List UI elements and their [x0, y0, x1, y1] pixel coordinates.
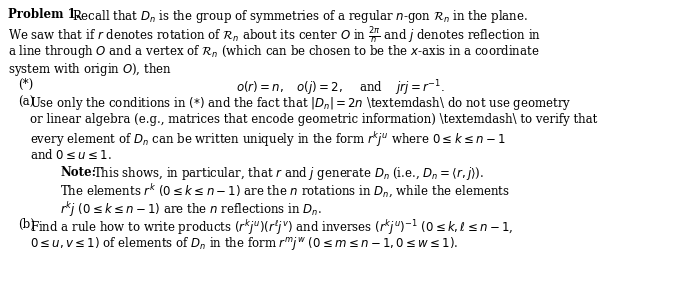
- Text: and $0 \leq u \leq 1$.: and $0 \leq u \leq 1$.: [30, 148, 112, 162]
- Text: $o(r) = n,\quad o(j) = 2,\quad$ and $\quad jrj = r^{-1}.$: $o(r) = n,\quad o(j) = 2,\quad$ and $\qu…: [236, 78, 445, 98]
- Text: Note:: Note:: [60, 166, 96, 179]
- Text: We saw that if $r$ denotes rotation of $\mathcal{R}_n$ about its center $O$ in $: We saw that if $r$ denotes rotation of $…: [8, 26, 541, 46]
- Text: (*): (*): [18, 78, 33, 91]
- Text: (a): (a): [18, 95, 34, 108]
- Text: $0 \leq u, v \leq 1)$ of elements of $D_n$ in the form $r^m j^w$ $(0 \leq m \leq: $0 \leq u, v \leq 1)$ of elements of $D_…: [30, 235, 458, 253]
- Text: Use only the conditions in $(*)$ and the fact that $|D_n| = 2n$ \textemdash\ do : Use only the conditions in $(*)$ and the…: [30, 95, 571, 113]
- Text: The elements $r^k$ $(0 \leq k \leq n-1)$ are the $n$ rotations in $D_n$, while t: The elements $r^k$ $(0 \leq k \leq n-1)$…: [60, 183, 510, 200]
- Text: system with origin $O$), then: system with origin $O$), then: [8, 61, 172, 77]
- Text: or linear algebra (e.g., matrices that encode geometric information) \textemdash: or linear algebra (e.g., matrices that e…: [30, 113, 598, 126]
- Text: This shows, in particular, that $r$ and $j$ generate $D_n$ (i.e., $D_n = \langle: This shows, in particular, that $r$ and …: [93, 166, 484, 182]
- Text: $r^k j$ $(0 \leq k \leq n-1)$ are the $n$ reflections in $D_n$.: $r^k j$ $(0 \leq k \leq n-1)$ are the $n…: [60, 200, 322, 220]
- Text: (b): (b): [18, 218, 35, 231]
- Text: Recall that $D_n$ is the group of symmetries of a regular $n$-gon $\mathcal{R}_n: Recall that $D_n$ is the group of symmet…: [72, 8, 528, 25]
- Text: a line through $O$ and a vertex of $\mathcal{R}_n$ (which can be chosen to be th: a line through $O$ and a vertex of $\mat…: [8, 43, 540, 60]
- Text: every element of $D_n$ can be written uniquely in the form $r^k j^u$ where $0 \l: every element of $D_n$ can be written un…: [30, 130, 506, 149]
- Text: Problem 1.: Problem 1.: [8, 8, 80, 21]
- Text: Find a rule how to write products $(r^k j^u)(r^\ell j^v)$ and inverses $(r^k j^u: Find a rule how to write products $(r^k …: [30, 218, 513, 237]
